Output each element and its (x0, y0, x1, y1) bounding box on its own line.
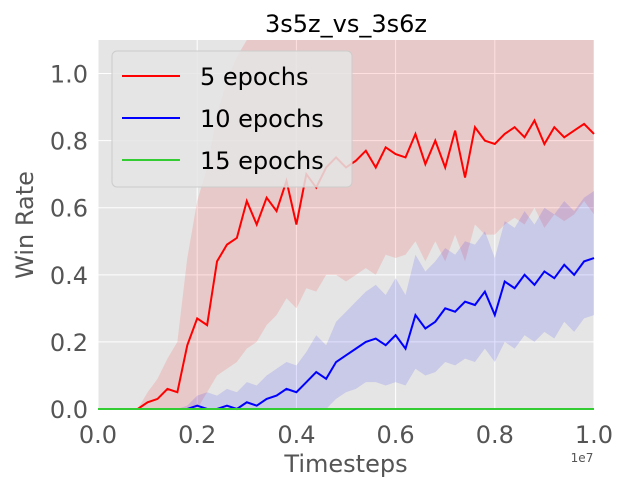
y-tick-label: 0.4 (50, 262, 88, 290)
legend: 5 epochs 10 epochs 15 epochs (111, 50, 353, 188)
y-tick-label: 0.2 (50, 329, 88, 357)
x-tick-labels: 0.0 0.2 0.4 0.6 0.8 1.0 (79, 421, 613, 449)
x-tick-label: 0.0 (79, 421, 117, 449)
legend-box (111, 50, 353, 188)
chart-title: 3s5z_vs_3s6z (265, 10, 427, 38)
legend-label-10-epochs: 10 epochs (200, 105, 324, 133)
legend-label-15-epochs: 15 epochs (200, 147, 324, 175)
y-tick-label: 1.0 (50, 61, 88, 89)
y-tick-label: 0.8 (50, 128, 88, 156)
band-10-epochs (98, 190, 594, 409)
x-axis-label: Timesteps (283, 450, 407, 478)
x-tick-label: 0.8 (476, 421, 514, 449)
x-tick-label: 0.4 (277, 421, 315, 449)
x-tick-label: 0.2 (178, 421, 216, 449)
x-tick-label: 1.0 (575, 421, 613, 449)
x-tick-label: 0.6 (377, 421, 415, 449)
legend-label-5-epochs: 5 epochs (200, 63, 309, 91)
y-tick-label: 0.0 (50, 396, 88, 424)
y-tick-labels: 0.0 0.2 0.4 0.6 0.8 1.0 (50, 61, 88, 424)
y-axis-label: Win Rate (11, 171, 39, 279)
x-axis-offset-label: 1e7 (571, 451, 594, 465)
y-tick-label: 0.6 (50, 195, 88, 223)
